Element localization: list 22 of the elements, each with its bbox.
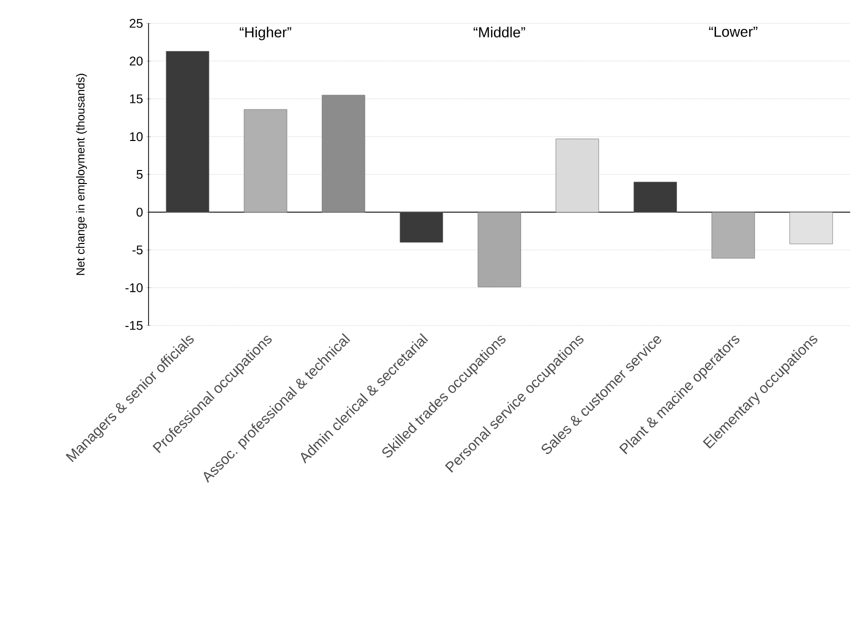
bar bbox=[634, 182, 677, 212]
y-tick-label: -10 bbox=[125, 283, 143, 292]
annotation: “Lower” bbox=[709, 26, 758, 37]
bar bbox=[400, 212, 444, 243]
y-tick-label: 25 bbox=[130, 18, 143, 28]
y-tick-label: 5 bbox=[136, 170, 143, 179]
annotation: “Higher” bbox=[240, 26, 292, 40]
bar bbox=[712, 212, 755, 258]
y-tick-label: -5 bbox=[132, 246, 143, 254]
bar bbox=[478, 212, 522, 288]
bar bbox=[790, 212, 833, 244]
annotation: “Middle” bbox=[474, 26, 526, 38]
bar bbox=[322, 94, 366, 212]
bar bbox=[556, 138, 599, 212]
bar bbox=[244, 109, 288, 212]
bar bbox=[166, 51, 210, 212]
y-tick-label: 0 bbox=[136, 208, 143, 217]
y-tick-label: 20 bbox=[130, 56, 143, 66]
y-tick-label: 10 bbox=[130, 132, 143, 142]
y-tick-label: -15 bbox=[125, 321, 143, 330]
y-tick-label: 15 bbox=[130, 94, 143, 104]
y-axis-title: Net change in employment (thousands) bbox=[76, 74, 87, 275]
